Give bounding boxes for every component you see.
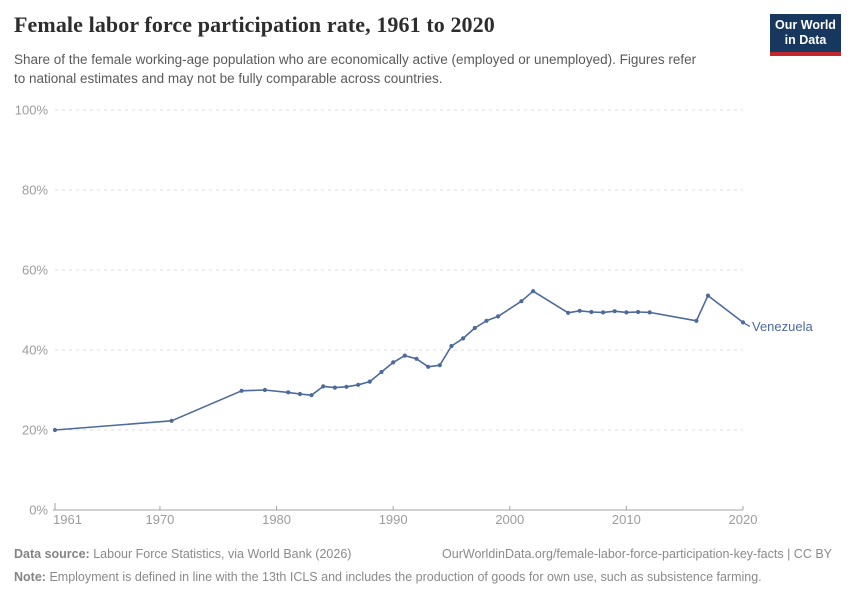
data-point-marker (391, 360, 396, 365)
y-axis-tick-label: 20% (22, 423, 48, 438)
data-point-marker (461, 336, 466, 341)
data-source-line: Data source: Labour Force Statistics, vi… (14, 546, 351, 563)
x-axis-tick-label: 1990 (379, 512, 408, 527)
label-connector (744, 322, 751, 327)
data-point-marker (262, 387, 267, 393)
data-point-marker (297, 391, 302, 397)
data-source-label: Data source: (14, 547, 90, 561)
data-source-text: Labour Force Statistics, via World Bank … (93, 547, 352, 561)
data-point-marker (332, 385, 337, 390)
data-point-marker (519, 299, 524, 304)
data-point-marker (437, 363, 442, 368)
data-point-marker (367, 379, 372, 384)
note-text: Employment is defined in line with the 1… (49, 569, 762, 584)
data-point-marker (239, 388, 244, 393)
data-point-marker (496, 314, 501, 319)
owid-logo-line1: Our World (775, 18, 836, 32)
x-axis-tick-label: 1970 (145, 512, 174, 527)
owid-logo-line2: in Data (784, 33, 827, 48)
data-point-marker (344, 384, 349, 389)
data-point-marker (426, 364, 431, 369)
data-point-marker (624, 310, 629, 315)
data-point-marker (472, 325, 477, 331)
data-point-marker (636, 309, 641, 315)
data-point-marker (356, 382, 361, 387)
data-point-marker (402, 353, 407, 358)
page-title: Female labor force participation rate, 1… (14, 12, 495, 37)
y-axis-tick-label: 60% (22, 263, 48, 278)
data-point-marker (740, 320, 746, 325)
chart-footer: Data source: Labour Force Statistics, vi… (14, 546, 832, 586)
data-point-marker (169, 418, 174, 423)
data-point-marker (449, 343, 454, 349)
y-axis-tick-label: 40% (22, 343, 48, 358)
data-point-marker (566, 310, 571, 315)
chart-subtitle: Share of the female working-age populati… (14, 52, 697, 86)
series-end-label[interactable]: Venezuela (752, 319, 813, 334)
note-line: Note: Employment is defined in line with… (14, 569, 832, 586)
data-point-marker (531, 289, 536, 294)
x-axis-tick-label: 2000 (495, 512, 524, 527)
x-axis-tick-label: 1961 (53, 512, 82, 527)
x-axis-tick-label: 1980 (262, 512, 291, 527)
note-label: Note: (14, 569, 46, 584)
data-point-marker (705, 293, 711, 298)
data-point-marker (612, 309, 617, 314)
attribution-link[interactable]: OurWorldinData.org/female-labor-force-pa… (442, 547, 832, 561)
data-point-marker (379, 369, 384, 375)
y-axis-tick-label: 0% (29, 503, 48, 518)
data-point-marker (309, 393, 314, 398)
data-point-marker (286, 390, 291, 395)
data-point-marker (694, 318, 699, 323)
y-axis-tick-label: 100% (15, 103, 49, 118)
y-axis-tick-label: 80% (22, 183, 48, 198)
data-point-marker (601, 310, 606, 315)
data-point-marker (647, 310, 652, 315)
data-point-marker (484, 318, 489, 323)
owid-logo[interactable]: Our World in Data (770, 14, 841, 56)
x-axis-tick-label: 2010 (612, 512, 641, 527)
x-axis-tick-label: 2020 (729, 512, 758, 527)
data-point-marker (321, 384, 326, 389)
data-point-marker (52, 427, 58, 433)
data-point-marker (589, 309, 594, 315)
data-point-marker (577, 308, 582, 313)
data-point-marker (414, 356, 419, 361)
